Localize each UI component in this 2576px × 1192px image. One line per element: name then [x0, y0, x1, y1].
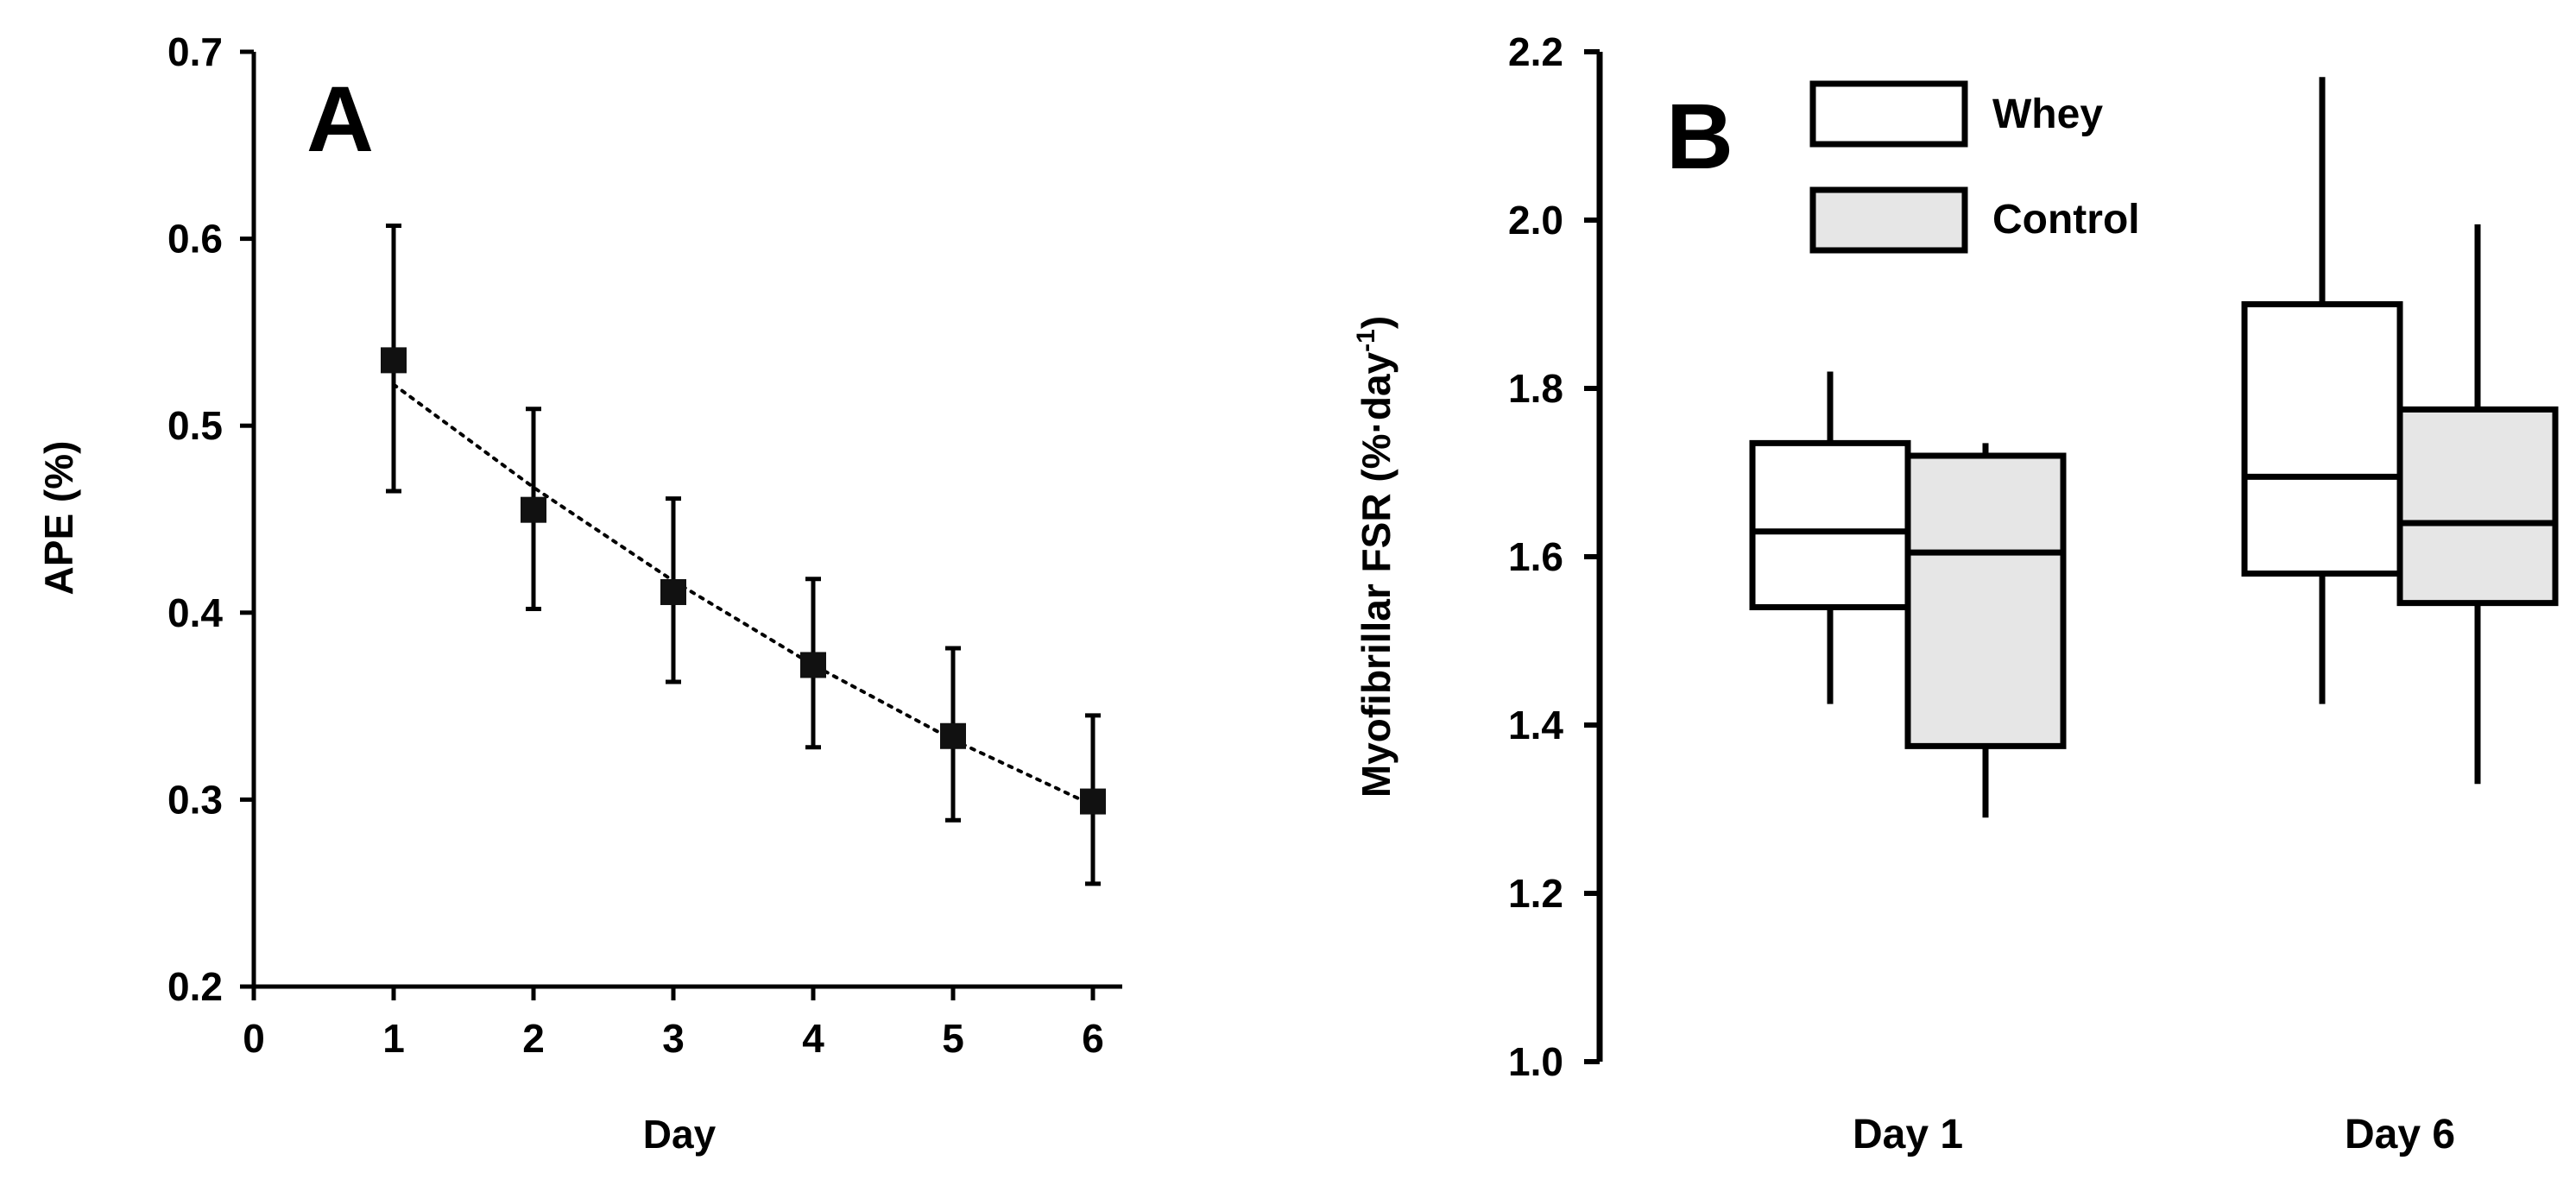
- b-category-label: Day 1: [1853, 1112, 1963, 1157]
- b-y-tick-label: 1.6: [1508, 534, 1563, 579]
- b-y-tick-label: 2.0: [1508, 198, 1563, 243]
- a-y-tick-label: 0.5: [167, 403, 223, 448]
- panel-b: B 1.0 1.2 1.4 1.6 1.8 2.0 2.2 Day 1 Day 6 Myofi…: [1352, 29, 2559, 1157]
- legend-swatch-whey: [1809, 80, 1968, 148]
- a-x-tick-label: 1: [382, 1016, 405, 1061]
- b-box-control: [2396, 406, 2559, 607]
- a-data-point: [660, 578, 686, 605]
- a-data-point: [1080, 788, 1106, 815]
- b-y-axis-label-superscript: -1: [1352, 329, 1380, 352]
- a-x-tick-label: 3: [662, 1016, 685, 1061]
- a-x-tick-label: 6: [1082, 1016, 1104, 1061]
- panel-a: A 0.2 0.3 0.4 0.5 0.6 0.7 0 1 2 3 4 5 6 Day APE (%): [36, 29, 1122, 1157]
- a-x-ticks-group: 0 1 2 3 4 5 6: [243, 987, 1104, 1061]
- b-box-control: [1904, 452, 2067, 749]
- a-markers-group: [381, 347, 1106, 815]
- b-y-tick-label: 1.4: [1508, 703, 1563, 747]
- a-x-tick-label: 0: [243, 1016, 265, 1061]
- a-y-axis-label: APE (%): [36, 441, 81, 596]
- a-trendline: [392, 382, 1095, 807]
- panel-a-label: A: [306, 66, 374, 171]
- b-y-axis-label-suffix: ): [1354, 316, 1398, 329]
- a-x-tick-label: 4: [802, 1016, 824, 1061]
- b-category-labels-group: Day 1 Day 6: [1853, 1112, 2455, 1157]
- a-x-axis-label: Day: [643, 1112, 717, 1157]
- a-data-point: [940, 722, 966, 749]
- a-data-point: [381, 347, 407, 374]
- legend-label-whey: Whey: [1992, 91, 2103, 137]
- a-y-tick-label: 0.4: [167, 590, 223, 635]
- legend-label-control: Control: [1992, 197, 2140, 243]
- a-data-point: [800, 652, 826, 678]
- b-boxes-group: [1749, 77, 2559, 818]
- a-y-tick-label: 0.3: [167, 777, 223, 822]
- legend-swatch-control: [1809, 186, 1968, 254]
- b-y-ticks-group: 1.0 1.2 1.4 1.6 1.8 2.0 2.2: [1508, 29, 1600, 1084]
- a-data-point: [521, 496, 546, 523]
- b-box-whey: [1749, 439, 1911, 610]
- panel-b-label: B: [1666, 84, 1733, 188]
- a-x-tick-label: 2: [522, 1016, 545, 1061]
- a-x-tick-label: 5: [942, 1016, 964, 1061]
- b-category-label: Day 6: [2345, 1112, 2455, 1157]
- b-legend: Whey Control: [1809, 80, 2140, 254]
- b-y-tick-label: 1.8: [1508, 366, 1563, 411]
- b-y-tick-label: 1.0: [1508, 1039, 1563, 1084]
- a-y-ticks-group: 0.2 0.3 0.4 0.5 0.6 0.7: [167, 29, 254, 1009]
- b-y-tick-label: 1.2: [1508, 871, 1563, 916]
- a-y-tick-label: 0.2: [167, 964, 223, 1009]
- a-y-tick-label: 0.7: [167, 29, 223, 74]
- a-y-tick-label: 0.6: [167, 217, 223, 262]
- a-trendline-group: [392, 382, 1095, 807]
- b-y-tick-label: 2.2: [1508, 29, 1563, 74]
- b-box-whey: [2241, 301, 2403, 577]
- b-y-axis-label-main: Myofibrillar FSR (%·day: [1354, 351, 1398, 798]
- b-y-axis-label: Myofibrillar FSR (%·day-1): [1352, 316, 1398, 798]
- a-errorbars-group: [386, 223, 1101, 886]
